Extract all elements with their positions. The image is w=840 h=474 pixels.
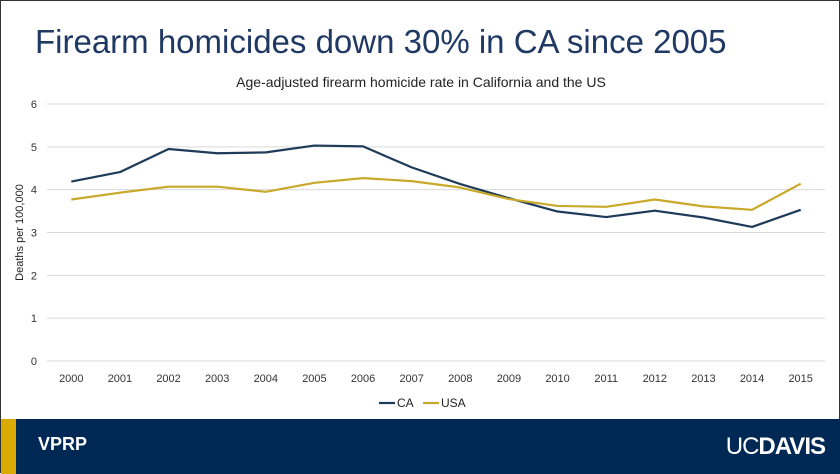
y-tick-label: 3 bbox=[31, 228, 37, 240]
legend-label-ca: CA bbox=[397, 396, 414, 410]
x-tick-label: 2001 bbox=[108, 373, 132, 385]
footer-label: VPRP bbox=[38, 434, 88, 454]
x-tick-label: 2006 bbox=[351, 373, 375, 385]
line-chart: Age-adjusted firearm homicide rate in Ca… bbox=[14, 74, 825, 410]
accent-strip bbox=[1, 419, 16, 474]
y-tick-label: 4 bbox=[31, 185, 37, 197]
legend-label-usa: USA bbox=[441, 396, 466, 410]
x-tick-label: 2011 bbox=[594, 373, 618, 385]
series-line-ca bbox=[71, 144, 802, 229]
x-tick-label: 2005 bbox=[302, 373, 326, 385]
slide-title: Firearm homicides down 30% in CA since 2… bbox=[35, 23, 727, 60]
x-tick-label: 2007 bbox=[399, 373, 423, 385]
y-tick-label: 1 bbox=[31, 313, 37, 325]
x-tick-label: 2000 bbox=[59, 373, 83, 385]
x-tick-label: 2003 bbox=[205, 373, 229, 385]
y-tick-label: 0 bbox=[31, 356, 37, 368]
x-tick-label: 2008 bbox=[448, 373, 472, 385]
footer-bar: VPRP UCDAVIS bbox=[1, 419, 840, 474]
x-tick-label: 2010 bbox=[545, 373, 569, 385]
x-tick-label: 2012 bbox=[643, 373, 667, 385]
x-tick-label: 2004 bbox=[254, 373, 278, 385]
y-tick-label: 6 bbox=[31, 99, 37, 111]
x-tick-label: 2009 bbox=[497, 373, 521, 385]
y-tick-label: 5 bbox=[31, 142, 37, 154]
y-axis-label: Deaths per 100,000 bbox=[14, 184, 26, 281]
chart-title: Age-adjusted firearm homicide rate in Ca… bbox=[236, 74, 606, 90]
y-tick-label: 2 bbox=[31, 270, 37, 282]
x-tick-label: 2015 bbox=[788, 373, 812, 385]
x-tick-label: 2013 bbox=[691, 373, 715, 385]
x-tick-label: 2002 bbox=[156, 373, 180, 385]
x-tick-label: 2014 bbox=[740, 373, 764, 385]
ucdavis-logo: UCDAVIS bbox=[725, 433, 826, 460]
series-line-usa bbox=[71, 177, 802, 211]
